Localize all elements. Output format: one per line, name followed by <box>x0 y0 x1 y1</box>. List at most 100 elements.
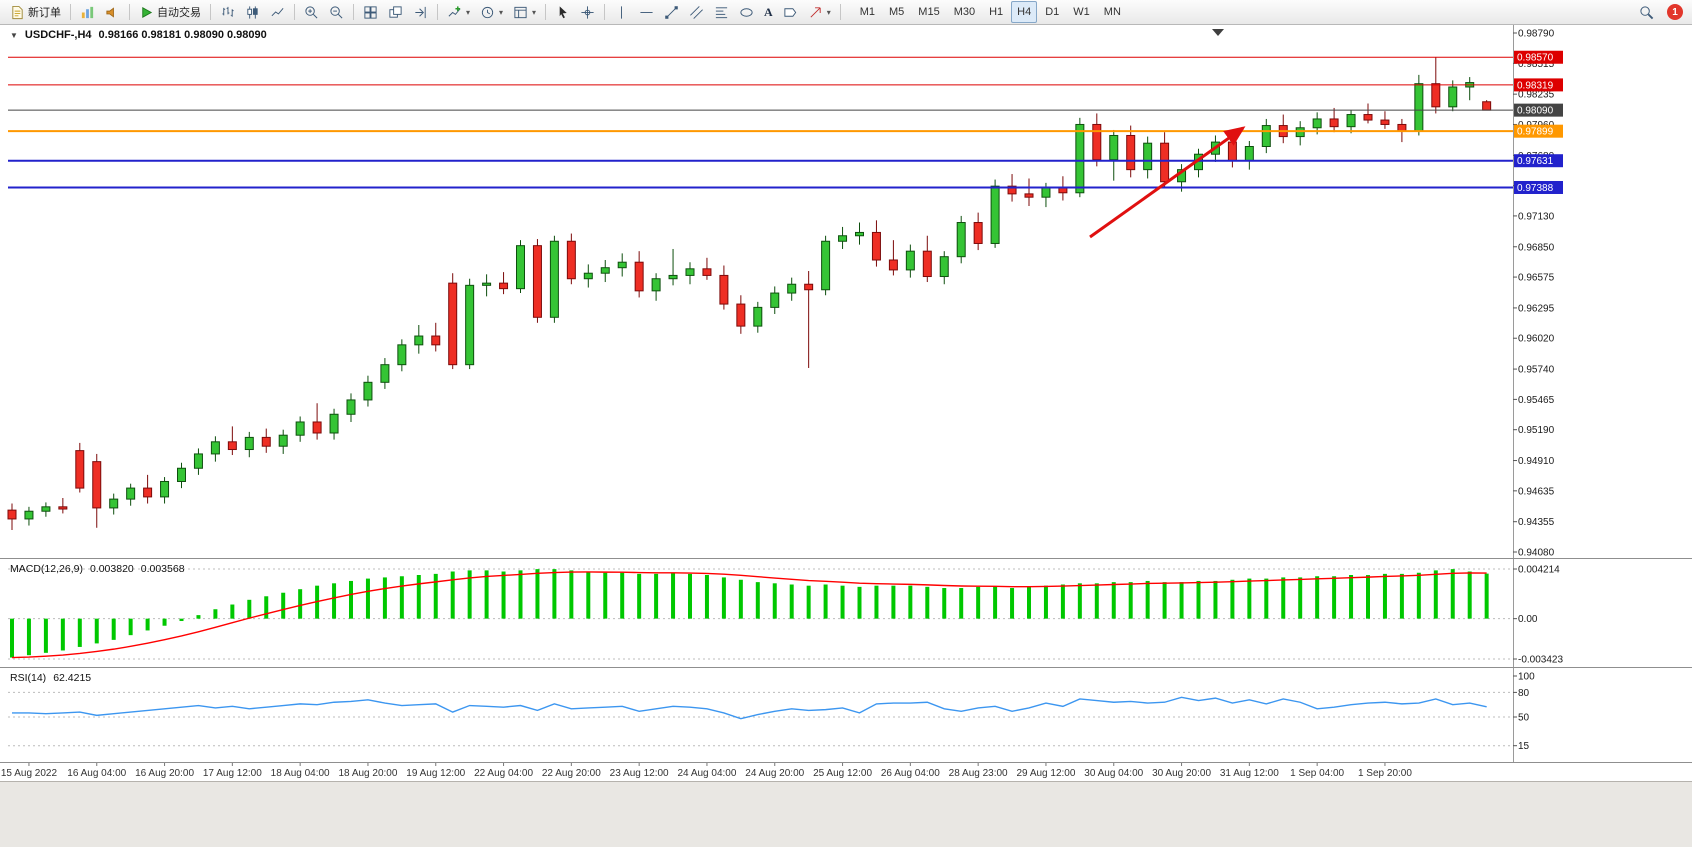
timeframe-button-m5[interactable]: M5 <box>889 6 905 18</box>
price-tag <box>1514 124 1563 138</box>
timeframe-button-m30[interactable]: M30 <box>953 6 976 18</box>
cursor-button[interactable] <box>551 1 574 23</box>
toolbar-separator <box>129 4 130 20</box>
time-axis-label: 23 Aug 12:00 <box>610 768 669 779</box>
cascade-windows-icon <box>389 5 402 18</box>
macd-axis-label: -0.003423 <box>1518 655 1563 666</box>
candle-body <box>583 272 593 280</box>
candle-body <box>1126 134 1136 171</box>
price-axis-label: 0.96020 <box>1518 334 1555 345</box>
label-button[interactable] <box>779 1 802 23</box>
candle-body <box>516 245 525 290</box>
tile-windows-button[interactable] <box>359 1 382 23</box>
chart-shift-button[interactable] <box>409 1 432 23</box>
timeframe-button-h1[interactable]: H1 <box>989 6 1004 18</box>
candle-body <box>838 235 848 242</box>
timeframe-button-w1[interactable]: W1 <box>1073 6 1090 18</box>
trendline-button[interactable] <box>660 1 683 23</box>
shapes-button[interactable] <box>735 1 758 23</box>
indicators-button[interactable]: ▾ <box>443 1 474 23</box>
candle-body <box>160 480 170 498</box>
price-axis-label: 0.97130 <box>1518 211 1555 222</box>
candle-body <box>431 335 441 346</box>
zoom-out-button[interactable] <box>325 1 348 23</box>
candle-body <box>295 421 305 436</box>
candle-body <box>990 185 1000 244</box>
autotrade-label: 自动交易 <box>157 7 201 19</box>
macd-signal-value: 0.003568 <box>140 563 185 575</box>
price-tag-label: 0.97388 <box>1517 183 1554 194</box>
price-tag <box>1514 103 1563 117</box>
candle-body <box>448 282 458 366</box>
time-axis-label: 30 Aug 20:00 <box>1152 768 1211 779</box>
candle-body <box>278 434 288 447</box>
candle-body <box>888 259 898 271</box>
crosshair-button[interactable] <box>576 1 599 23</box>
rsi-line <box>12 696 1487 720</box>
tile-windows-icon <box>364 5 377 19</box>
toolbar-separator <box>437 4 438 20</box>
price-axis-label: 0.98790 <box>1518 29 1555 40</box>
price-tag-label: 0.97899 <box>1517 127 1554 138</box>
rsi-name: RSI(14) <box>10 672 47 684</box>
notification-badge[interactable]: 1 <box>1667 4 1683 20</box>
templates-button[interactable]: ▾ <box>509 1 540 23</box>
candle-body <box>871 231 881 261</box>
text-button[interactable]: A <box>760 1 777 23</box>
vertical-line-icon <box>621 5 623 19</box>
candle-body <box>109 498 119 509</box>
candle-body <box>329 413 339 434</box>
search-icon <box>1640 5 1654 19</box>
vertical-line-button[interactable] <box>610 1 633 23</box>
candle-body <box>719 274 729 305</box>
timeframe-button-m15[interactable]: M15 <box>918 6 940 18</box>
macd-header: MACD(12,26,9) 0.003820 0.003568 <box>10 563 185 575</box>
candle-body <box>1092 123 1102 161</box>
search-button[interactable] <box>1635 1 1658 23</box>
alerts-button[interactable] <box>101 1 124 23</box>
rsi-header: RSI(14) 62.4215 <box>10 672 91 684</box>
chart-background <box>0 24 1692 781</box>
candle-body <box>1448 86 1458 108</box>
fibonacci-button[interactable] <box>710 1 733 23</box>
price-axis-label: 0.95190 <box>1518 425 1555 436</box>
time-axis-label: 31 Aug 12:00 <box>1220 768 1279 779</box>
candle-body <box>1160 142 1170 183</box>
time-axis-label: 28 Aug 23:00 <box>949 768 1008 779</box>
price-axis-label: 0.96575 <box>1518 273 1555 284</box>
channel-button[interactable] <box>685 1 708 23</box>
time-axis-label: 24 Aug 20:00 <box>745 768 804 779</box>
autotrading-button[interactable]: 自动交易 <box>135 1 205 23</box>
horizontal-line-button[interactable] <box>635 1 658 23</box>
timeframe-button-mn[interactable]: MN <box>1103 6 1121 18</box>
zoom-in-icon <box>305 5 318 18</box>
collapse-arrow-icon[interactable]: ▼ <box>10 30 18 40</box>
dropdown-caret-icon: ▾ <box>466 7 471 17</box>
line-chart-button[interactable] <box>266 1 289 23</box>
candle-body <box>193 453 203 469</box>
dropdown-caret-icon: ▾ <box>499 7 504 17</box>
rsi-value: 62.4215 <box>53 672 92 684</box>
charts-button[interactable] <box>76 1 99 23</box>
timeframe-button-m1[interactable]: M1 <box>859 6 876 18</box>
candle-body <box>227 441 237 451</box>
zoom-in-button[interactable] <box>300 1 323 23</box>
cascade-windows-button[interactable] <box>384 1 407 23</box>
chart-shift-marker[interactable] <box>1212 29 1224 36</box>
candle-body <box>1482 101 1492 111</box>
price-tag-label: 0.98570 <box>1517 53 1554 64</box>
bar-chart-button[interactable] <box>216 1 239 23</box>
timeframe-button-h4[interactable]: H4 <box>1011 1 1038 23</box>
candle-body <box>685 268 695 276</box>
candle-body <box>24 510 34 520</box>
new-order-button[interactable]: 新订单 <box>6 1 65 23</box>
trend-arrow[interactable] <box>1089 126 1246 239</box>
timeframe-button-d1[interactable]: D1 <box>1045 6 1060 18</box>
periods-button[interactable]: ▾ <box>476 1 507 23</box>
chart-shift-icon <box>415 6 426 18</box>
candlestick-chart-button[interactable] <box>241 1 264 23</box>
arrows-button[interactable]: ▾ <box>804 1 835 23</box>
candle-body <box>939 256 949 278</box>
